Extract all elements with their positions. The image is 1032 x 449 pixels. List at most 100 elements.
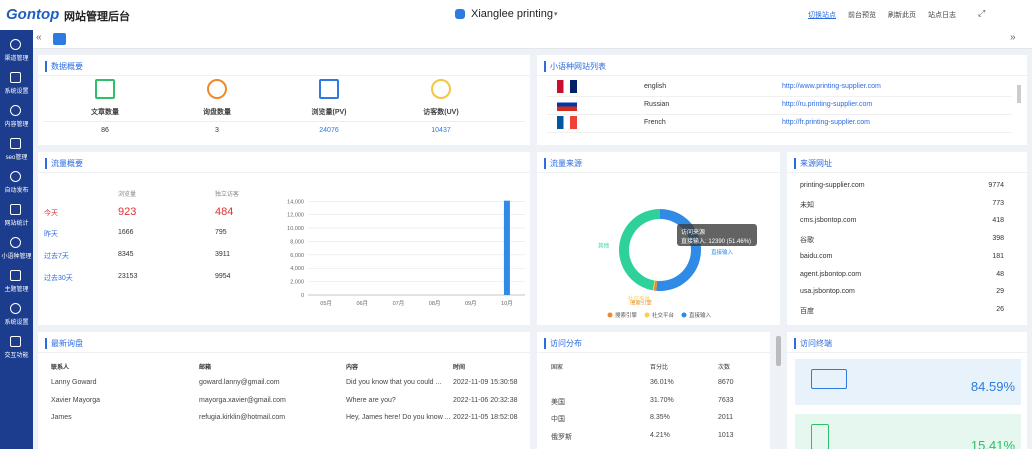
source-count: 418 — [992, 217, 1004, 225]
donut-segment — [653, 280, 658, 291]
header-link[interactable]: 站点日志 — [928, 12, 956, 19]
language-url[interactable]: http://ru.printing-supplier.com — [782, 101, 873, 108]
source-count: 26 — [996, 305, 1004, 313]
cell: 4.21% — [650, 431, 670, 439]
panel-title: 小语种网站列表 — [537, 55, 1027, 76]
stat-label: 询盘数量 — [203, 109, 231, 116]
menu-icon[interactable] — [10, 336, 21, 347]
menu-icon[interactable] — [10, 204, 21, 215]
column-header: 次数 — [718, 365, 731, 371]
cell: Xavier Mayorga — [51, 396, 101, 404]
bar-chart: 0 2,000 4,000 6,000 8,000 10,000 12,000 14,000 0… — [287, 199, 525, 307]
menu-label[interactable]: 自动发布 — [4, 188, 29, 194]
menu-label[interactable]: 系统设置 — [4, 320, 29, 326]
stat-label: 访客数(UV) — [423, 109, 459, 116]
tooltip: 访问来源 直接输入: 12390 (51.46%) — [677, 224, 757, 246]
row-value: 1666 — [118, 229, 134, 236]
column-header: 浏览量 — [118, 192, 137, 198]
site-switcher[interactable]: Xianglee printing — [471, 8, 553, 20]
cell: goward.lanny@gmail.com — [199, 379, 280, 386]
menu-icon[interactable] — [10, 138, 21, 149]
menu-icon[interactable] — [10, 171, 21, 182]
language-url[interactable]: http://www.printing-supplier.com — [782, 83, 881, 90]
x-tick-label: 10月 — [501, 300, 513, 307]
panel-title-text: 数据概要 — [45, 61, 83, 72]
menu-icon[interactable] — [10, 303, 21, 314]
stat-icon — [95, 79, 115, 99]
source-panel: 流量来源 直接输入 搜索引擎 社交平台 其他 搜索引擎 社交平台 直接输入 访问来源 直接输入: … — [537, 152, 780, 325]
legend-swatch — [607, 312, 613, 318]
site-icon — [455, 9, 465, 19]
legend-swatch — [644, 312, 650, 318]
menu-label[interactable]: 小语种管理 — [1, 254, 32, 260]
source-site: cms.jsbontop.com — [800, 217, 857, 225]
fullscreen-icon[interactable]: ⤢ — [978, 8, 986, 18]
sidebar: 渠道管理 系统设置 内容管理 seo管理 自动发布 网站统计 小语种管理 主题管理 系统设置 交互… — [0, 30, 33, 449]
header-link[interactable]: 切换站点 — [808, 12, 836, 19]
menu-icon[interactable] — [10, 39, 21, 50]
menu-label[interactable]: 渠道管理 — [4, 56, 29, 62]
logo[interactable]: Gontop — [6, 6, 60, 23]
column-header: 时间 — [453, 365, 466, 371]
row-label: 昨天 — [44, 231, 58, 238]
header: Gontop 网站管理后台 Xianglee printing ▾ ⤢ 切换站点… — [0, 0, 1032, 31]
cell: 7633 — [718, 396, 734, 404]
source-site: usa.jsbontop.com — [800, 288, 855, 296]
panel-title: 数据概要 — [38, 55, 530, 76]
language-name: Russian — [644, 101, 670, 108]
cell: 俄罗斯 — [551, 433, 572, 441]
terminal-icon — [811, 424, 829, 449]
source-count: 181 — [992, 252, 1004, 260]
home-tab[interactable] — [53, 33, 66, 45]
source-count: 9774 — [988, 182, 1004, 189]
x-tick-label: 05月 — [320, 300, 332, 307]
source-site: printing-supplier.com — [800, 182, 865, 189]
slice-label: 社交平台 — [628, 294, 651, 302]
header-link[interactable]: 前台预览 — [848, 12, 876, 19]
y-tick-label: 2,000 — [290, 280, 304, 286]
row-value: 795 — [215, 229, 227, 236]
collapse-left[interactable]: « — [36, 32, 42, 43]
distribution-panel: 访问分布 国家 百分比 次数 36.01% 8670 美国 31.70% 7633 中国 8.35%… — [537, 332, 770, 449]
source-site: baidu.com — [800, 252, 833, 260]
language-name: english — [644, 83, 667, 90]
dropdown-caret: ▾ — [554, 11, 558, 18]
flag — [557, 98, 577, 111]
cell: Lanny Goward — [51, 379, 97, 386]
legend-label: 社交平台 — [652, 311, 675, 319]
donut-segment — [656, 209, 701, 291]
header-link[interactable]: 刷新此页 — [888, 12, 916, 19]
panel-title-text: 最新询盘 — [45, 338, 83, 349]
menu-label[interactable]: 系统设置 — [4, 89, 29, 95]
menu-label[interactable]: seo管理 — [5, 155, 28, 161]
row-value: 923 — [118, 206, 137, 218]
menu-label[interactable]: 主题管理 — [4, 287, 29, 293]
row-value: 484 — [215, 206, 234, 218]
row-value: 3911 — [215, 251, 231, 258]
column-header: 邮箱 — [199, 365, 212, 371]
collapse-right[interactable]: » — [1010, 32, 1016, 43]
panel-title: 流量概要 — [38, 152, 530, 173]
terminal-icon — [811, 369, 847, 389]
menu-icon[interactable] — [10, 72, 21, 83]
scrollbar[interactable] — [776, 336, 781, 366]
slice-label: 搜索引擎 — [630, 299, 653, 307]
inquiry-panel: 最新询盘 联系人 邮箱 内容 时间 Lanny Goward goward.lanny@gm… — [38, 332, 530, 449]
scrollbar[interactable] — [1017, 85, 1021, 103]
menu-label[interactable]: 网站统计 — [4, 221, 29, 227]
row-divider — [547, 132, 1012, 133]
menu-icon[interactable] — [10, 270, 21, 281]
terminal-card: 84.59% — [795, 359, 1021, 405]
language-url[interactable]: http://fr.printing-supplier.com — [782, 119, 870, 126]
legend-label: 搜索引擎 — [615, 311, 638, 319]
menu-label[interactable]: 交互功能 — [4, 353, 29, 359]
panel-title: 来源网址 — [787, 152, 1027, 173]
donut-segment — [619, 209, 660, 291]
x-tick-label: 07月 — [393, 300, 405, 307]
row-label: 过去30天 — [44, 275, 73, 282]
column-header: 独立访客 — [215, 192, 240, 198]
menu-label[interactable]: 内容管理 — [4, 122, 29, 128]
menu-icon[interactable] — [10, 237, 21, 248]
menu-icon[interactable] — [10, 105, 21, 116]
cell: 36.01% — [650, 379, 674, 386]
